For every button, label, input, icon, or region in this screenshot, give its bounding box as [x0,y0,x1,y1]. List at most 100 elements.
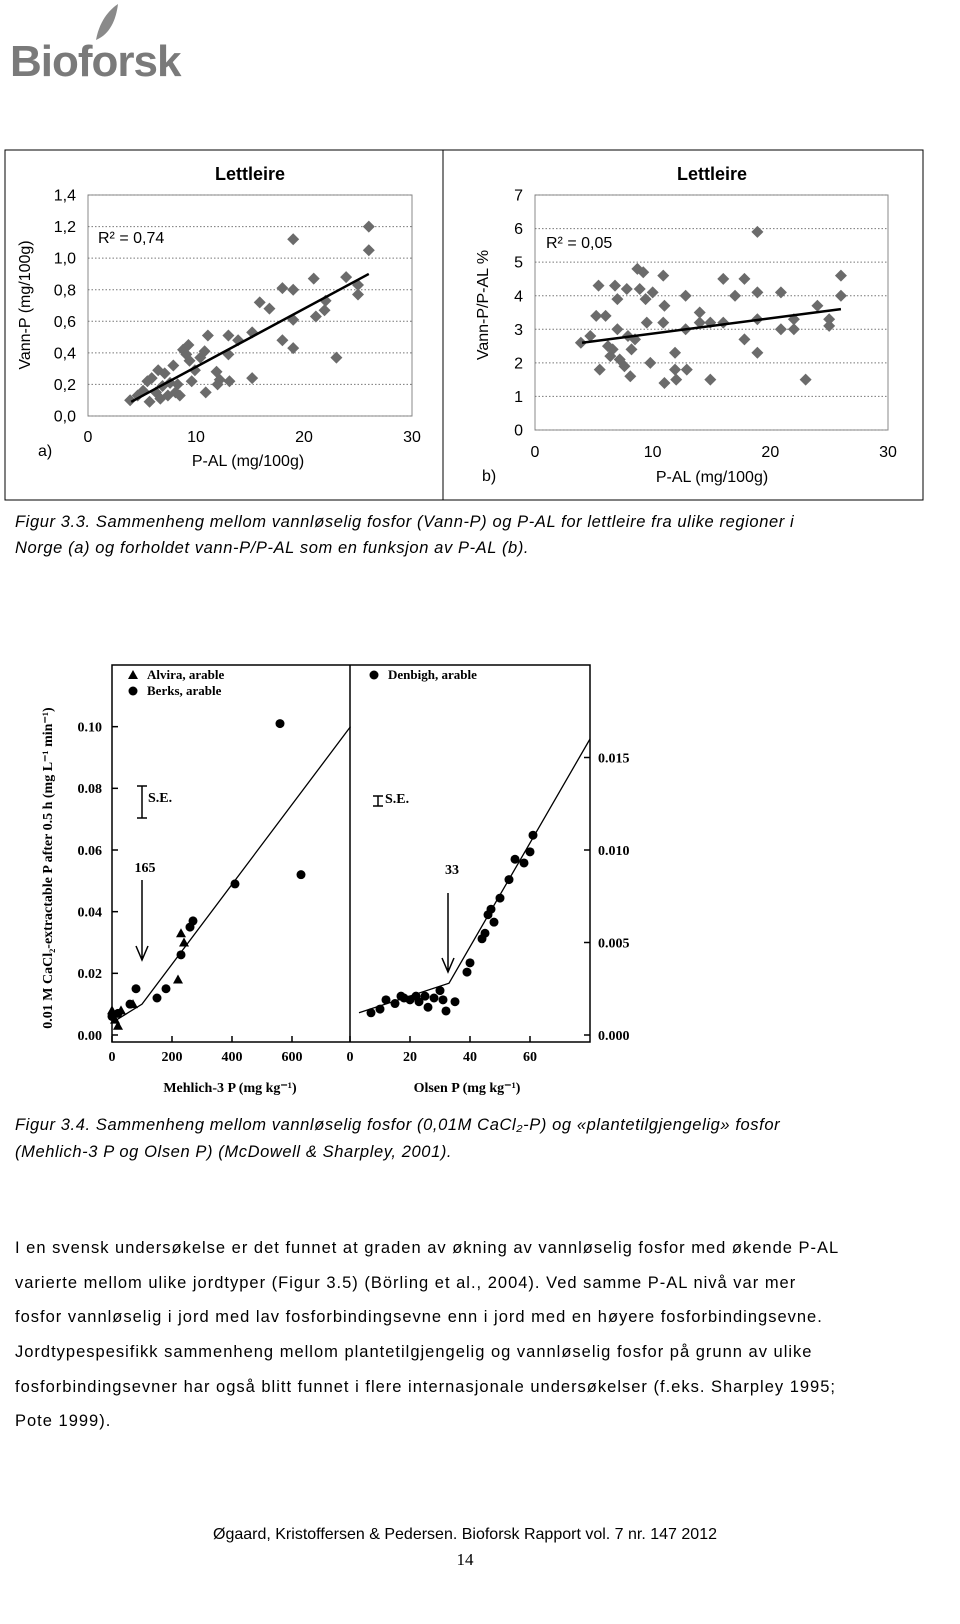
logo: Bioforsk [10,4,183,86]
chart: 0 1 2 3 4 5 6 7 0 10 20 30 Lettleire R² = 0,05 b) P-AL … [475,164,897,486]
y-tick-label: 0,0 [54,409,76,426]
point [438,995,448,1005]
point [510,854,520,864]
se-bar [373,795,383,807]
paragraph-line: varierte mellom ulike jordtyper (Figur 3… [15,1274,796,1292]
x-tick-label: 600 [282,1050,303,1065]
point [670,373,683,386]
y-axis-label: 0.01 M CaCl₂-extractable P after 0.5 h (… [41,707,56,1029]
point [276,282,289,295]
point [657,269,670,282]
y-tick-label: 0.000 [598,1029,630,1044]
x-tick-label: 30 [879,444,897,461]
point [276,334,289,347]
point [182,338,195,351]
point [834,269,847,282]
x-tick-label: 400 [222,1050,243,1065]
point [658,299,671,312]
point [309,310,322,323]
x-tick-label: 20 [761,444,779,461]
point [717,316,730,329]
x-axis-label: Olsen P (mg kg⁻¹) [414,1081,521,1096]
point [611,293,624,306]
point [465,958,475,968]
point [414,997,424,1007]
y-tick-label: 0,4 [54,345,76,362]
y-tick-label: 2 [514,355,523,372]
point [774,323,787,336]
legend-label: Denbigh, arable [388,667,477,682]
x-axis-label: P-AL (mg/100g) [656,469,768,486]
point [669,346,682,359]
annotation: 165 [135,861,156,876]
point [179,937,189,947]
point [143,395,156,408]
annotation: 33 [445,863,459,878]
point [253,296,266,309]
chart-title: Lettleire [677,164,747,184]
point [624,370,637,383]
y-tick-label: 1,2 [54,219,76,236]
annotation: S.E. [148,791,172,806]
point [679,289,692,302]
x-tick-label: 10 [644,444,662,461]
point [185,375,198,388]
y-tick-label: 0.08 [78,782,103,797]
point [124,394,137,407]
point [145,372,158,385]
trendline [581,307,842,344]
point [246,372,259,385]
y-tick-label: 0.010 [598,844,630,859]
point [223,375,236,388]
arrow [441,893,455,974]
logo-text: Bioforsk [10,37,182,86]
plot-frame [534,194,889,431]
y-tick-label: 5 [514,255,523,272]
legend-marker [128,686,138,696]
point [173,974,183,984]
point [173,389,186,402]
chart: 0.000 0.005 0.010 0.015 0 20 40 60 S.E. 33 Olsen P… [347,667,630,1096]
point [751,346,764,359]
x-tick-label: 30 [403,429,421,446]
point [176,950,186,960]
annotation: R² = 0,74 [98,230,164,247]
point [637,266,650,279]
y-tick-label: 0.06 [78,844,103,859]
y-tick-label: 1,0 [54,251,76,268]
caption: Figur 3.3. Sammenheng mellom vannløselig… [15,513,794,1161]
x-axis-label: Mehlich-3 P (mg kg⁻¹) [163,1081,297,1096]
trendline [358,738,591,1014]
point [125,999,135,1009]
paragraph-line: Jordtypespesifikk sammenheng mellom plan… [15,1343,812,1361]
point [131,984,141,994]
x-tick-label: 0 [347,1050,354,1065]
panel-label: a) [38,443,52,460]
paragraph-line: Pote 1999). [15,1412,111,1430]
y-tick-label: 6 [514,221,523,238]
point [751,286,764,299]
figure-frame [4,149,924,501]
y-tick-label: 1 [514,389,523,406]
legend-label: Berks, arable [147,683,222,698]
point [592,279,605,292]
se-bar [137,785,147,819]
point [489,917,499,927]
y-axis-label: Vann-P (mg/100g) [17,240,34,369]
point [738,272,751,285]
paragraph-line: fosfor vannløselig i jord med lav fosfor… [15,1308,823,1326]
x-tick-label: 0 [531,444,540,461]
caption-line: Figur 3.4. Sammenheng mellom vannløselig… [15,1116,781,1134]
point [606,343,619,356]
paragraph-line: I en svensk undersøkelse er det funnet a… [15,1239,839,1257]
y-tick-label: 0 [514,423,523,440]
point [450,997,460,1007]
x-tick-label: 40 [463,1050,477,1065]
point [620,283,633,295]
point [834,289,847,302]
caption-line: Norge (a) og forholdet vann-P/P-AL som e… [15,539,529,557]
point [618,360,631,373]
point [593,363,606,376]
paragraph-line: fosforbindingsevner har også blitt funne… [15,1378,836,1396]
